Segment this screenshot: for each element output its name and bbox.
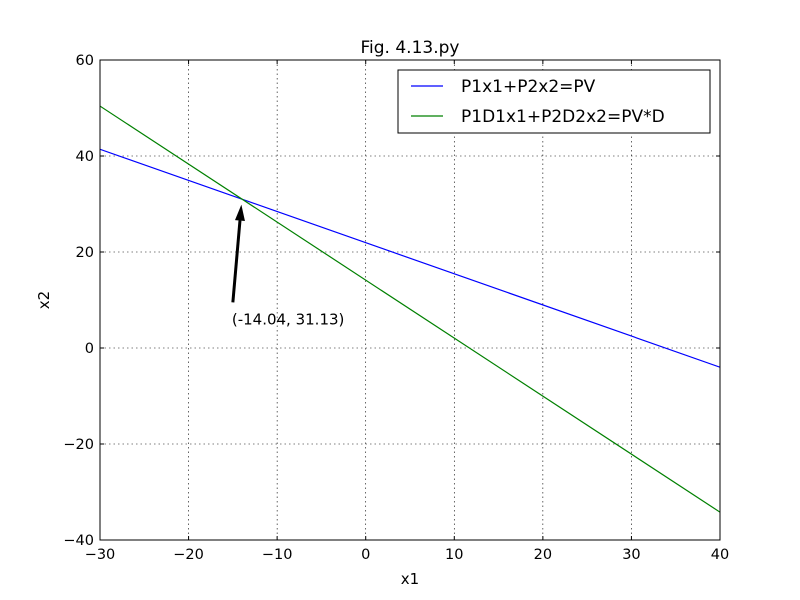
annotation-label: (-14.04, 31.13) <box>232 310 345 328</box>
annotation: (-14.04, 31.13) <box>231 204 345 328</box>
x-tick-label: −20 <box>173 547 204 563</box>
y-tick-label: 40 <box>76 149 94 165</box>
y-tick-label: 0 <box>85 341 94 357</box>
y-tick-label: 60 <box>76 53 94 69</box>
y-tick-label: 20 <box>76 245 94 261</box>
chart-title: Fig. 4.13.py <box>361 38 460 58</box>
annotation-arrow-head <box>234 204 245 221</box>
x-tick-label: 10 <box>445 547 463 563</box>
grid-lines <box>100 60 720 540</box>
x-axis-label: x1 <box>401 570 419 588</box>
axis-ticks: −30 −20 −10 0 10 20 30 40 −40 −20 0 20 40 60 <box>63 53 729 563</box>
x-tick-label: 30 <box>622 547 640 563</box>
y-axis-label: x2 <box>35 291 53 309</box>
series-lines <box>100 105 720 513</box>
x-tick-label: −30 <box>85 547 116 563</box>
x-tick-label: 0 <box>361 547 370 563</box>
annotation-arrow-shaft <box>231 220 242 303</box>
y-tick-label: −20 <box>63 437 94 453</box>
y-tick-label: −40 <box>63 533 94 549</box>
series-line-blue <box>100 148 720 368</box>
plot-frame <box>99 59 721 541</box>
x-tick-label: −10 <box>262 547 293 563</box>
x-tick-label: 20 <box>534 547 552 563</box>
legend-box <box>397 69 711 134</box>
x-tick-label: 40 <box>711 547 729 563</box>
series-line-green <box>100 105 720 513</box>
legend-label-green: P1D1x1+P2D2x2=PV*D <box>461 107 665 127</box>
legend-label-blue: P1x1+P2x2=PV <box>461 77 596 97</box>
legend: P1x1+P2x2=PV P1D1x1+P2D2x2=PV*D <box>397 69 711 134</box>
plot-area <box>100 60 720 540</box>
